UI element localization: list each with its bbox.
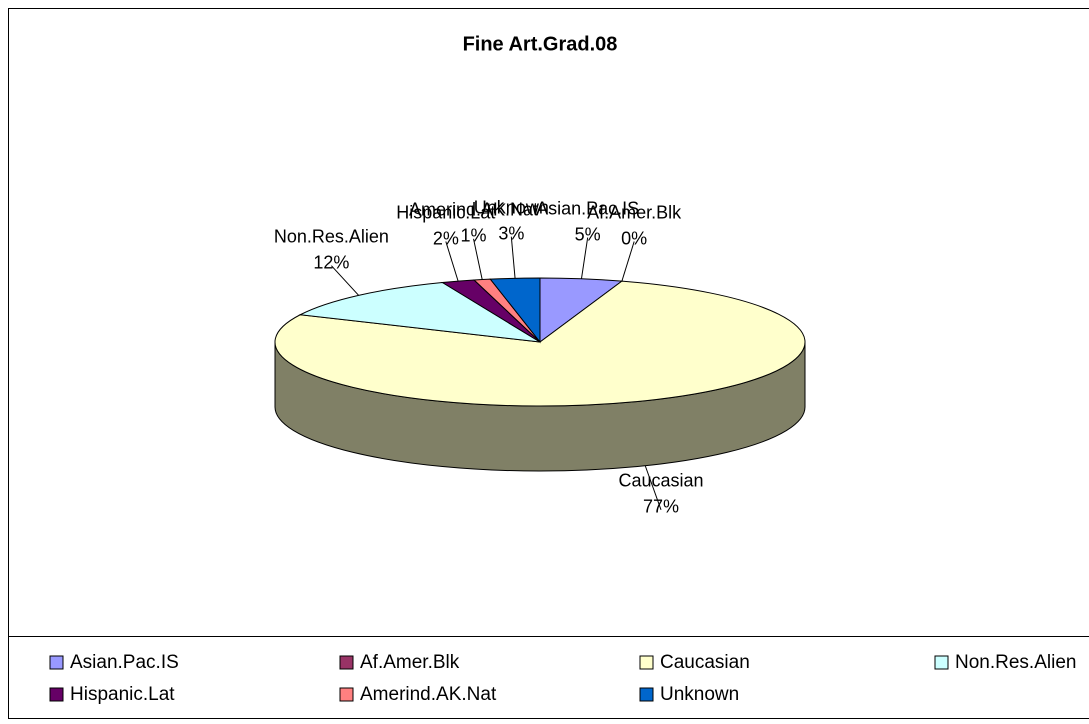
leader-line xyxy=(580,237,589,279)
legend-label: Hispanic.Lat xyxy=(70,684,175,705)
data-label-value: 1% xyxy=(461,226,487,246)
legend-swatch xyxy=(639,655,654,670)
leader-line xyxy=(445,241,459,282)
leader-line xyxy=(473,238,483,280)
legend-swatch xyxy=(339,687,354,702)
data-label-value: 0% xyxy=(621,228,647,248)
legend-label: Unknown xyxy=(660,684,739,705)
data-label-name: Unknown xyxy=(474,197,549,217)
leader-line xyxy=(331,265,359,296)
data-label-name: Caucasian xyxy=(618,471,703,491)
slice xyxy=(298,281,541,343)
leader-line xyxy=(510,236,516,279)
data-label-name: Non.Res.Alien xyxy=(274,226,389,246)
legend-label: Caucasian xyxy=(660,652,750,673)
legend-swatch xyxy=(639,687,654,702)
legend-label: Af.Amer.Blk xyxy=(360,652,460,673)
legend-label: Asian.Pac.IS xyxy=(70,652,179,673)
chart-title: Fine Art.Grad.08 xyxy=(463,33,618,55)
leader-line xyxy=(644,465,662,511)
leader-line xyxy=(621,241,635,282)
slice xyxy=(489,277,541,344)
legend-swatch xyxy=(339,655,354,670)
data-label-name: Hispanic.Lat xyxy=(396,202,495,222)
data-label-value: 3% xyxy=(498,223,524,243)
data-label-value: 2% xyxy=(433,228,459,248)
legend-swatch xyxy=(49,687,64,702)
data-label-value: 12% xyxy=(313,252,349,272)
legend-swatch xyxy=(49,655,64,670)
data-label-name: Af.Amer.Blk xyxy=(587,202,682,222)
data-label-value: 5% xyxy=(575,224,601,244)
data-label-name: Amerind.AK.Nat xyxy=(409,200,538,220)
slice xyxy=(274,280,806,407)
data-label-name: Asian.Pac.IS xyxy=(536,198,639,218)
legend-swatch xyxy=(934,655,949,670)
legend-label: Amerind.AK.Nat xyxy=(360,684,497,705)
legend-label: Non.Res.Alien xyxy=(955,652,1076,673)
data-label-value: 77% xyxy=(643,497,679,517)
